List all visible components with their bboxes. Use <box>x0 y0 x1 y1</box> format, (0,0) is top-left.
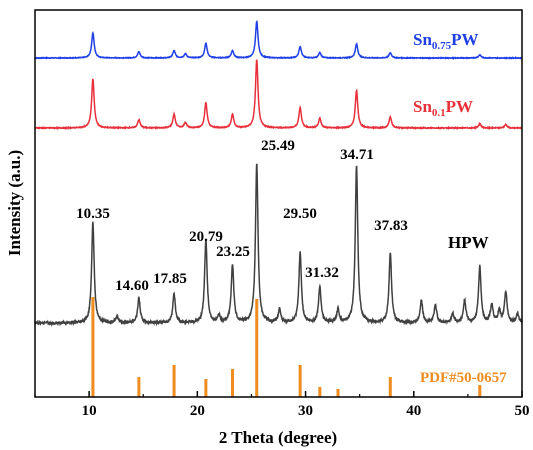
series-label-2: HPW <box>448 233 489 252</box>
series-labels: Sn0.75PW Sn0.1PW HPW PDF#50-0657 <box>413 30 507 386</box>
series-label-1: Sn0.1PW <box>413 97 473 119</box>
series-line-1 <box>34 59 523 131</box>
x-tick-label: 40 <box>406 403 421 419</box>
peak-label: 25.49 <box>261 138 295 154</box>
reference-stick <box>204 379 208 397</box>
y-axis-label: Intensity (a.u.) <box>5 150 24 256</box>
reference-stick <box>91 297 95 397</box>
peak-label: 23.25 <box>216 244 250 260</box>
series-label-0: Sn0.75PW <box>413 30 479 52</box>
x-tick-label: 50 <box>515 403 530 419</box>
reference-stick <box>172 365 176 397</box>
x-ticks: 10 20 30 40 50 <box>34 391 530 419</box>
reference-label: PDF#50-0657 <box>420 370 507 386</box>
peak-label: 17.85 <box>153 271 187 287</box>
peak-label: 29.50 <box>283 206 317 222</box>
series-line-2 <box>34 163 523 327</box>
reference-stick <box>478 385 482 397</box>
series-traces <box>34 20 523 327</box>
reference-stick <box>255 299 259 397</box>
peak-label: 34.71 <box>340 147 374 163</box>
plot-frame <box>34 9 523 398</box>
x-tick-label: 30 <box>298 403 313 419</box>
x-tick-label: 10 <box>82 403 97 419</box>
peak-label: 37.83 <box>374 218 408 234</box>
peak-label: 31.32 <box>305 265 339 281</box>
reference-stick <box>298 365 302 397</box>
reference-sticks <box>91 297 482 397</box>
x-axis-label: 2 Theta (degree) <box>219 428 337 447</box>
peak-label: 14.60 <box>115 278 149 294</box>
series-line-0 <box>34 20 523 61</box>
reference-stick <box>231 369 235 397</box>
peak-label: 20.79 <box>189 229 223 245</box>
reference-stick <box>388 377 392 397</box>
reference-stick <box>137 377 141 397</box>
reference-stick <box>336 389 340 397</box>
x-tick-label: 20 <box>190 403 205 419</box>
reference-stick <box>318 387 322 397</box>
peak-label: 10.35 <box>76 206 110 222</box>
